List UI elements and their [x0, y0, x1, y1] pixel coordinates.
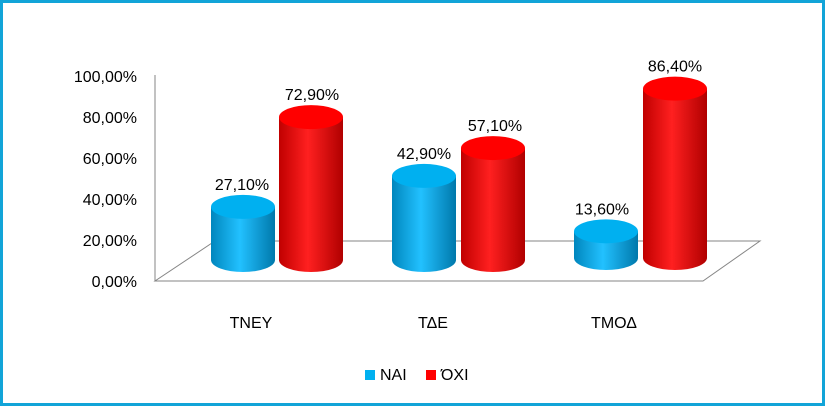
bar-body: [279, 117, 343, 272]
bar-top: [574, 219, 638, 243]
y-tick-label: 60,00%: [83, 151, 137, 168]
bar-chart: 0,00% 20,00% 40,00% 60,00% 80,00% 100,00…: [3, 3, 822, 403]
y-tick-label: 100,00%: [74, 69, 137, 86]
bar-nai-0: 27,10%: [211, 177, 275, 272]
y-tick-label: 0,00%: [92, 274, 137, 291]
bar-body: [392, 176, 456, 272]
data-label: 57,10%: [468, 118, 522, 135]
category-label: ΤΜΟΔ: [591, 315, 637, 332]
y-tick-label: 20,00%: [83, 233, 137, 250]
y-tick-label: 80,00%: [83, 110, 137, 127]
category-label: ΤΔΕ: [418, 315, 448, 332]
bar-top: [643, 77, 707, 101]
legend-label-oxi: ΌΧΙ: [440, 367, 469, 384]
legend-swatch-nai: [365, 370, 375, 380]
bar-oxi-1: 57,10%: [461, 118, 525, 272]
bar-top: [461, 136, 525, 160]
bar-oxi-2: 86,40%: [643, 59, 707, 270]
data-label: 42,90%: [397, 146, 451, 163]
bar-body: [643, 89, 707, 270]
category-labels: ΤΝΕΥ ΤΔΕ ΤΜΟΔ: [230, 315, 638, 332]
category-label: ΤΝΕΥ: [230, 315, 273, 332]
bar-top: [211, 195, 275, 219]
legend-label-nai: ΝΑΙ: [380, 367, 407, 384]
data-label: 13,60%: [575, 201, 629, 218]
bar-nai-1: 42,90%: [392, 146, 456, 272]
bar-body: [461, 148, 525, 272]
bar-top: [392, 164, 456, 188]
y-tick-label: 40,00%: [83, 192, 137, 209]
data-label: 27,10%: [215, 177, 269, 194]
bar-top: [279, 105, 343, 129]
legend: ΝΑΙ ΌΧΙ: [365, 367, 469, 384]
legend-swatch-oxi: [426, 370, 436, 380]
bar-oxi-0: 72,90%: [279, 87, 343, 272]
bars-group: 27,10% 42,90% 13,60% 72,90% 57,10% 86,40%: [211, 59, 707, 272]
data-label: 72,90%: [285, 87, 339, 104]
bar-nai-2: 13,60%: [574, 201, 638, 270]
y-axis-ticks: 0,00% 20,00% 40,00% 60,00% 80,00% 100,00…: [74, 69, 137, 291]
data-label: 86,40%: [648, 59, 702, 76]
